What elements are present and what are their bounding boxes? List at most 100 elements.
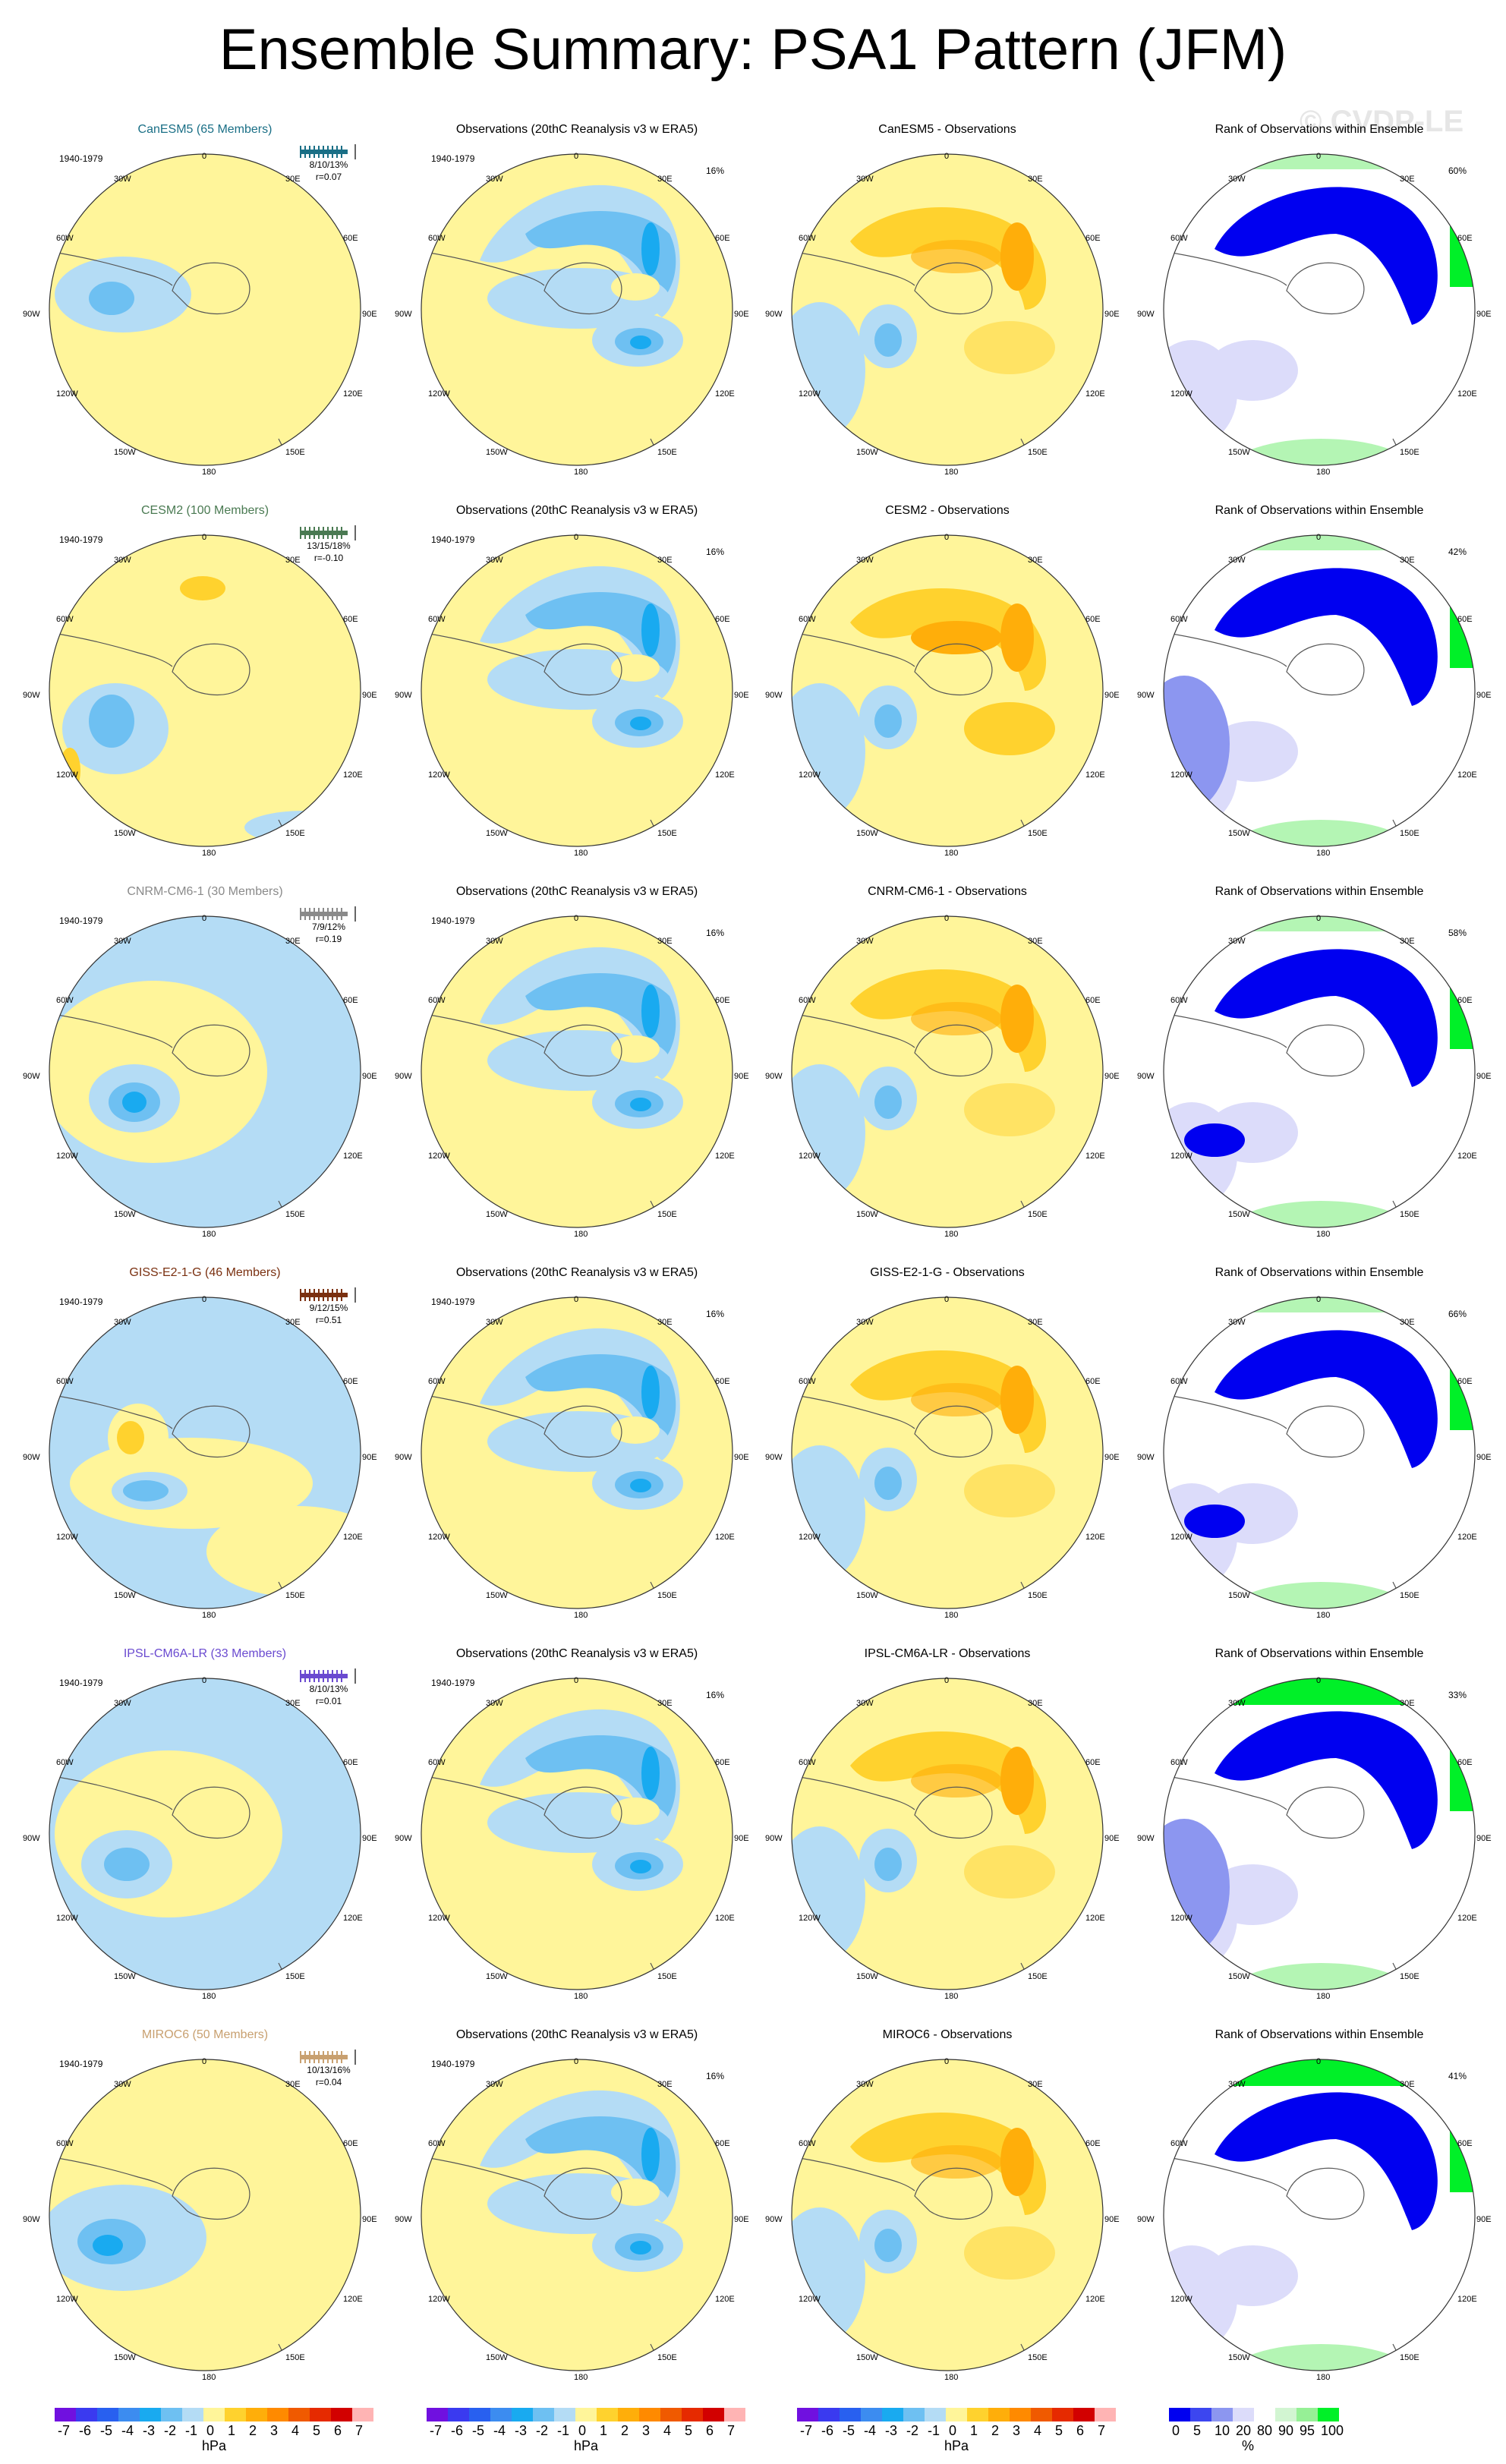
rank-pct: 42%: [1448, 547, 1467, 557]
longitude-label: 150W: [856, 448, 878, 457]
longitude-label: 30E: [1400, 1699, 1415, 1708]
longitude-label: 120E: [343, 1914, 363, 1923]
longitude-label: 120W: [1170, 1914, 1193, 1923]
colorbar-segment: [618, 2408, 639, 2421]
colorbar-tick-label: -5: [843, 2423, 855, 2438]
longitude-label: 30E: [1400, 556, 1415, 565]
spread-values: 9/12/15%: [309, 1303, 348, 1313]
anomaly-contour: [911, 1002, 1002, 1035]
anomaly-contour: [911, 621, 1002, 654]
longitude-label: 60E: [715, 2139, 730, 2148]
longitude-label: 120E: [715, 1533, 735, 1542]
longitude-label: 120E: [343, 1533, 363, 1542]
polar-map: [49, 1297, 361, 1609]
colorbar-segment: [1211, 2408, 1233, 2421]
colorbar-tick-label: 95: [1300, 2423, 1315, 2438]
colorbar-segment: [246, 2408, 267, 2421]
longitude-label: 0: [202, 533, 207, 542]
anomaly-contour: [911, 1764, 1002, 1798]
longitude-label: 150E: [285, 1972, 305, 1981]
colorbar-segment: [1254, 2408, 1275, 2421]
polar-map: [791, 2059, 1104, 2371]
rank-region: [1450, 1705, 1475, 1811]
observations-panel: 0 30E 60E 90E 120E 150E 180 150W 120W 90W 60W 30W Ob…: [389, 882, 765, 1263]
colorbar-segment: [427, 2408, 448, 2421]
rank-region: [1230, 439, 1412, 465]
longitude-label: 120E: [1457, 2295, 1477, 2304]
longitude-label: 60W: [799, 996, 816, 1005]
anomaly-contour: [630, 1098, 651, 1111]
longitude-label: 150W: [486, 1972, 508, 1981]
longitude-label: 60W: [56, 234, 74, 243]
obs-pct-explained: 16%: [706, 2071, 725, 2081]
longitude-label: 60W: [428, 615, 446, 624]
longitude-label: 150W: [1228, 1972, 1250, 1981]
longitude-label: 120E: [343, 2295, 363, 2304]
pct-explained-spread: 10/13/16% r=0.04: [295, 2048, 363, 2092]
period-label: 1940-1979: [59, 2059, 103, 2069]
anomaly-contour: [1000, 1747, 1034, 1815]
anomaly-contour: [611, 2179, 660, 2206]
spread-marks: [300, 144, 356, 159]
colorbar: [797, 2408, 1116, 2421]
longitude-label: 150W: [114, 1210, 136, 1219]
model-pattern-panel: 0 30E 60E 90E 120E 150E 180 150W 120W 90W 60W 30W IP…: [17, 1644, 393, 2025]
longitude-label: 60E: [1085, 1377, 1101, 1386]
longitude-label: 30E: [657, 937, 673, 946]
colorbar: [427, 2408, 745, 2421]
spread-marks: [300, 1668, 356, 1684]
longitude-label: 150W: [114, 829, 136, 838]
longitude-label: 180: [944, 2373, 959, 2382]
antarctica-outline: [172, 1786, 250, 1839]
obs-pct-explained: 16%: [706, 1309, 725, 1319]
anomaly-contour: [1000, 2128, 1034, 2196]
anomaly-contour: [525, 973, 676, 1064]
rank-region: [1230, 820, 1412, 846]
difference-title: CanESM5 - Observations: [878, 123, 1016, 136]
colorbar-tick-label: 6: [1076, 2423, 1085, 2438]
observations-panel: 0 30E 60E 90E 120E 150E 180 150W 120W 90W 60W 30W Ob…: [389, 1263, 765, 1644]
longitude-label: 90E: [1476, 310, 1492, 319]
longitude-label: 60E: [343, 996, 358, 1005]
rank-region: [1215, 2092, 1438, 2230]
longitude-label: 60W: [428, 1377, 446, 1386]
longitude-label: 150E: [285, 2353, 305, 2362]
anomaly-contour: [874, 1467, 902, 1500]
period-label: 1940-1979: [59, 915, 103, 926]
longitude-label: 150W: [1228, 1210, 1250, 1219]
antarctica-outline: [543, 1024, 622, 1076]
longitude-label: 0: [202, 914, 207, 923]
antarctica-outline: [914, 262, 993, 314]
longitude-label: 120W: [428, 770, 450, 780]
anomaly-contour: [611, 1416, 660, 1444]
colorbar-tick-label: 0: [578, 2423, 587, 2438]
colorbar: [55, 2408, 373, 2421]
colorbar-segment: [76, 2408, 97, 2421]
colorbar-tick-label: 1: [970, 2423, 978, 2438]
longitude-label: 120E: [715, 1914, 735, 1923]
colorbar-tick-label: -3: [515, 2423, 528, 2438]
anomaly-contour: [525, 1735, 676, 1826]
longitude-label: 120W: [56, 1152, 78, 1161]
longitude-label: 150W: [1228, 448, 1250, 457]
map-border: [791, 2059, 1104, 2371]
colorbar-tick-label: -6: [451, 2423, 464, 2438]
longitude-label: 0: [944, 533, 950, 542]
rank-region: [1450, 181, 1475, 287]
observations-title: Observations (20thC Reanalysis v3 w ERA5…: [455, 504, 698, 517]
period-label: 1940-1979: [59, 153, 103, 164]
antarctica-outline: [543, 643, 622, 695]
colorbar-tick-label: 0: [949, 2423, 957, 2438]
rank-panel: 0 30E 60E 90E 120E 150E 180 150W 120W 90W 60W 30W Ra…: [1131, 882, 1506, 1263]
longitude-label: 120E: [1085, 1914, 1105, 1923]
longitude-label: 90W: [1137, 2215, 1155, 2224]
colorbar-segment: [861, 2408, 882, 2421]
longitude-label: 60W: [1170, 234, 1188, 243]
difference-title: MIROC6 - Observations: [882, 2028, 1013, 2041]
polar-map: [49, 1678, 361, 1990]
longitude-label: 0: [574, 1295, 579, 1304]
colorbar-tick-label: 7: [1098, 2423, 1106, 2438]
colorbar-tick-label: 4: [663, 2423, 672, 2438]
colorbar-segment: [946, 2408, 967, 2421]
longitude-label: 0: [574, 2057, 579, 2066]
